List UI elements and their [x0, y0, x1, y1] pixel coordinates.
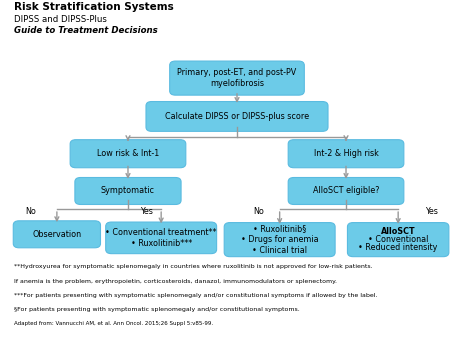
Text: Primary, post-ET, and post-PV
myelofibrosis: Primary, post-ET, and post-PV myelofibro…	[177, 68, 297, 88]
Text: AlloSCT eligible?: AlloSCT eligible?	[313, 186, 379, 196]
Text: Risk Stratification Systems: Risk Stratification Systems	[14, 2, 174, 12]
FancyBboxPatch shape	[13, 221, 100, 248]
Text: No: No	[26, 207, 36, 216]
Text: **Hydroxyurea for symptomatic splenomegaly in countries where ruxolitinib is not: **Hydroxyurea for symptomatic splenomega…	[14, 264, 373, 269]
Text: • Conventional: • Conventional	[368, 235, 428, 244]
FancyBboxPatch shape	[146, 102, 328, 131]
Text: • Ruxolitinib§
• Drugs for anemia
• Clinical trial: • Ruxolitinib§ • Drugs for anemia • Clin…	[241, 224, 319, 255]
Text: AlloSCT: AlloSCT	[381, 227, 416, 236]
FancyBboxPatch shape	[288, 178, 404, 204]
Text: Yes: Yes	[425, 207, 438, 216]
Text: If anemia is the problem, erythropoietin, corticosteroids, danazol, immunomodula: If anemia is the problem, erythropoietin…	[14, 279, 337, 284]
Text: Adapted from: Vannucchi AM, et al. Ann Oncol. 2015;26 Suppl 5:v85-99.: Adapted from: Vannucchi AM, et al. Ann O…	[14, 321, 213, 326]
Text: Symptomatic: Symptomatic	[101, 186, 155, 196]
Text: No: No	[253, 207, 264, 216]
Text: ***For patients presenting with symptomatic splenomegaly and/or constitutional s: ***For patients presenting with symptoma…	[14, 293, 378, 298]
Text: Int-2 & High risk: Int-2 & High risk	[314, 149, 378, 158]
Text: Low risk & Int-1: Low risk & Int-1	[97, 149, 159, 158]
FancyBboxPatch shape	[75, 178, 181, 204]
Text: • Conventional treatment**
• Ruxolitinib***: • Conventional treatment** • Ruxolitinib…	[105, 228, 217, 248]
FancyBboxPatch shape	[347, 223, 449, 257]
FancyBboxPatch shape	[70, 140, 186, 168]
Text: §For patients presenting with symptomatic splenomegaly and/or constitutional sym: §For patients presenting with symptomati…	[14, 307, 300, 312]
Text: DIPSS and DIPSS-Plus: DIPSS and DIPSS-Plus	[14, 15, 107, 24]
FancyBboxPatch shape	[288, 140, 404, 168]
FancyBboxPatch shape	[224, 223, 335, 257]
FancyBboxPatch shape	[170, 61, 304, 95]
FancyBboxPatch shape	[106, 222, 217, 253]
Text: • Reduced intensity: • Reduced intensity	[358, 243, 438, 252]
Text: Observation: Observation	[32, 230, 82, 239]
Text: Guide to Treatment Decisions: Guide to Treatment Decisions	[14, 26, 158, 34]
Text: Yes: Yes	[140, 207, 154, 216]
Text: Calculate DIPSS or DIPSS-plus score: Calculate DIPSS or DIPSS-plus score	[165, 112, 309, 121]
